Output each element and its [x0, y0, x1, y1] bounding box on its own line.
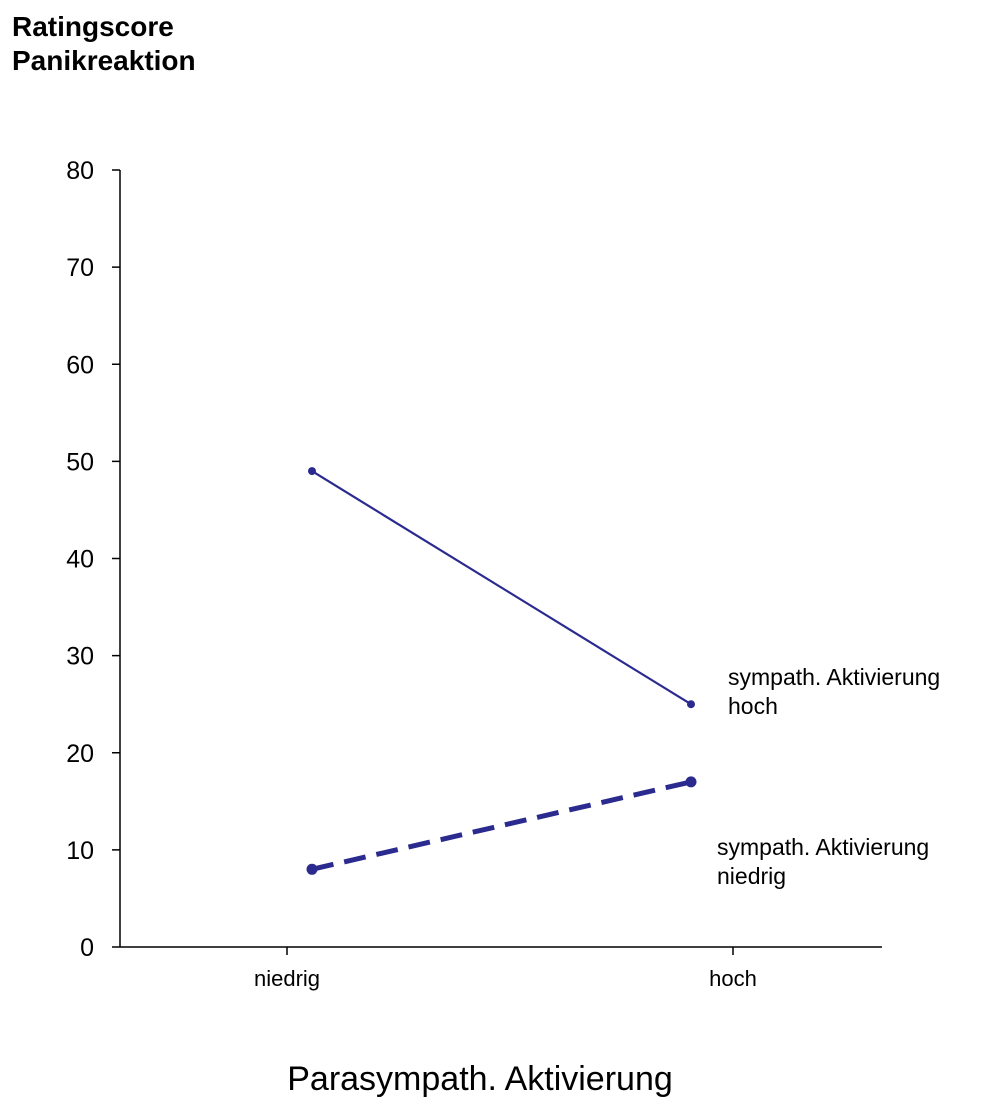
x-tick-label: niedrig	[254, 966, 320, 991]
data-point	[306, 863, 318, 875]
y-tick-label: 0	[80, 934, 94, 962]
y-tick-label: 50	[66, 448, 94, 476]
y-axis-title-line: Panikreaktion	[12, 45, 196, 76]
data-point	[308, 467, 316, 476]
y-axis-title-line: Ratingscore	[12, 11, 174, 42]
y-tick-label: 20	[66, 740, 94, 768]
x-tick-label: hoch	[709, 966, 757, 991]
y-tick-label: 70	[66, 254, 94, 282]
y-tick-label: 40	[66, 546, 94, 574]
series-lines	[306, 467, 697, 875]
x-axis-title: Parasympath. Aktivierung	[287, 1060, 673, 1098]
axes	[119, 170, 882, 948]
series-labels: sympath. Aktivierung hoch sympath. Aktivie…	[717, 664, 940, 889]
series-line-dashed	[311, 779, 692, 872]
y-ticks: 0 10 20 30 40 50 60 70 80	[66, 157, 120, 962]
x-ticks: niedrig hoch	[254, 947, 757, 991]
series-label-line: niedrig	[717, 863, 786, 889]
series-label-line: sympath. Aktivierung	[728, 664, 940, 690]
y-tick-label: 60	[66, 351, 94, 379]
data-point	[687, 700, 695, 709]
data-point	[685, 776, 697, 788]
series-label-line: sympath. Aktivierung	[717, 834, 929, 860]
series-label-line: hoch	[728, 693, 778, 719]
y-tick-label: 10	[66, 837, 94, 865]
y-tick-label: 30	[66, 643, 94, 671]
series-line-solid	[311, 470, 692, 706]
y-tick-label: 80	[66, 157, 94, 185]
